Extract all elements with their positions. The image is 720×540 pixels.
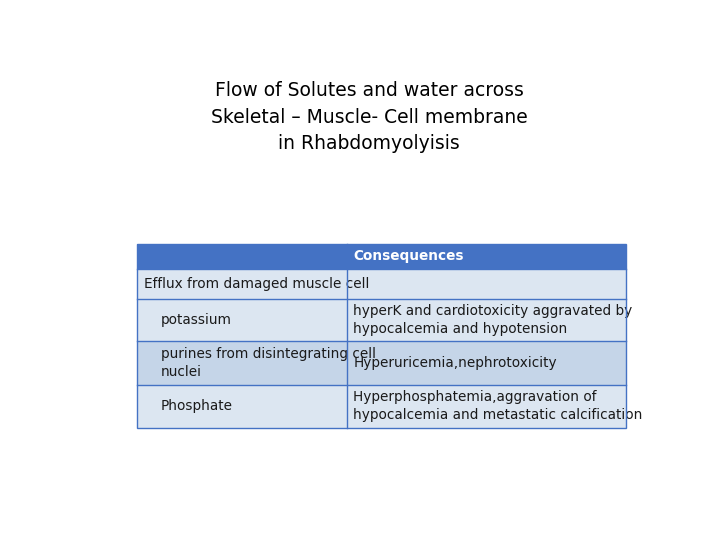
Bar <box>138 299 626 341</box>
Text: Hyperphosphatemia,aggravation of
hypocalcemia and metastatic calcification: Hyperphosphatemia,aggravation of hypocal… <box>354 390 643 422</box>
Bar <box>138 384 626 428</box>
Text: Consequences: Consequences <box>354 249 464 264</box>
Bar <box>138 244 626 269</box>
Bar <box>138 269 626 299</box>
Bar <box>138 341 626 384</box>
Text: hyperK and cardiotoxicity aggravated by
hypocalcemia and hypotension: hyperK and cardiotoxicity aggravated by … <box>354 304 633 336</box>
Bar <box>138 244 626 428</box>
Text: Hyperuricemia,nephrotoxicity: Hyperuricemia,nephrotoxicity <box>354 356 557 370</box>
Text: Phosphate: Phosphate <box>161 400 233 414</box>
Text: potassium: potassium <box>161 313 232 327</box>
Text: Efflux from damaged muscle cell: Efflux from damaged muscle cell <box>144 278 369 292</box>
Text: purines from disintegrating cell
nuclei: purines from disintegrating cell nuclei <box>161 347 376 379</box>
Text: Flow of Solutes and water across
Skeletal – Muscle- Cell membrane
in Rhabdomyoly: Flow of Solutes and water across Skeleta… <box>211 82 527 153</box>
